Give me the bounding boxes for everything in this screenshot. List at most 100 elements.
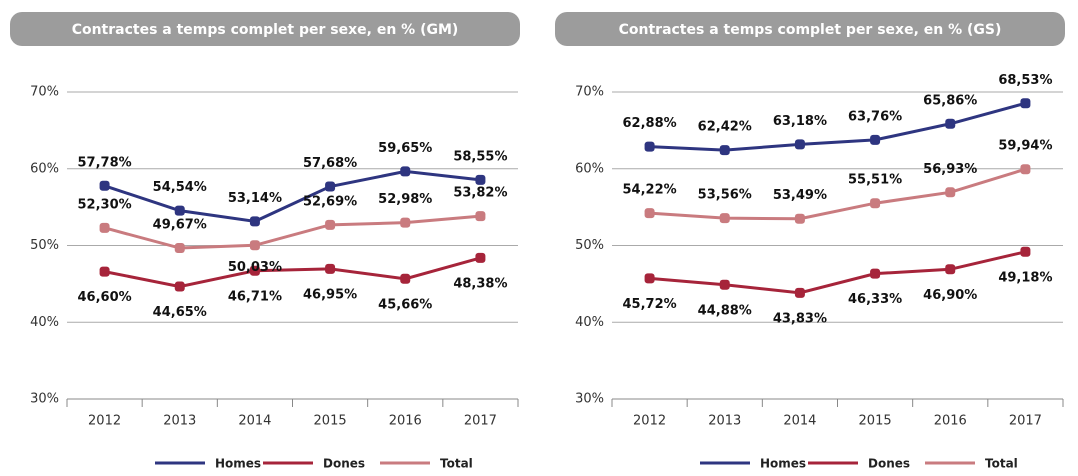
data-label: 59,94% [998, 139, 1052, 154]
data-label: 54,22% [623, 183, 677, 198]
line [104, 214, 481, 250]
legend-label: Homes [215, 457, 261, 471]
data-label: 55,51% [848, 173, 902, 188]
data-label: 62,42% [698, 120, 752, 135]
data-label: 57,78% [78, 155, 132, 170]
marker [174, 281, 185, 292]
line [649, 250, 1026, 295]
data-label: 52,98% [378, 192, 432, 207]
marker [794, 287, 805, 298]
data-label: 65,86% [923, 93, 977, 108]
data-label: 53,82% [453, 186, 507, 201]
line [649, 167, 1026, 221]
marker [475, 252, 486, 263]
marker [249, 240, 260, 251]
data-label: 45,72% [623, 297, 677, 312]
data-label: 45,66% [378, 297, 432, 312]
y-tick-label: 40% [30, 315, 59, 330]
x-tick-label: 2017 [1009, 414, 1042, 429]
data-label: 46,90% [923, 288, 977, 303]
y-tick-label: 60% [575, 161, 604, 176]
marker [475, 211, 486, 222]
marker [870, 134, 881, 145]
data-label: 56,93% [923, 162, 977, 177]
x-tick-label: 2013 [708, 414, 741, 429]
data-label: 57,68% [303, 156, 357, 171]
y-tick-label: 60% [30, 161, 59, 176]
marker [1020, 246, 1031, 257]
marker [475, 174, 486, 185]
marker [719, 213, 730, 224]
marker [1020, 98, 1031, 109]
data-label: 44,88% [698, 303, 752, 318]
data-label: 50,03% [228, 260, 282, 275]
marker [870, 198, 881, 209]
x-tick-label: 2012 [88, 414, 121, 429]
legend-label: Homes [760, 457, 806, 471]
x-tick-label: 2016 [389, 414, 422, 429]
marker [945, 264, 956, 275]
y-tick-label: 40% [575, 315, 604, 330]
data-label: 53,49% [773, 188, 827, 203]
data-label: 62,88% [623, 116, 677, 131]
marker [400, 273, 411, 284]
y-tick-label: 30% [575, 392, 604, 407]
marker [1020, 164, 1031, 175]
marker [644, 141, 655, 152]
x-tick-label: 2015 [314, 414, 347, 429]
y-tick-label: 70% [575, 85, 604, 100]
marker [794, 213, 805, 224]
marker [249, 265, 260, 276]
marker [945, 187, 956, 198]
data-label: 54,54% [153, 180, 207, 195]
legend-label: Dones [868, 457, 910, 471]
data-label: 63,18% [773, 114, 827, 129]
data-label: 46,60% [78, 290, 132, 305]
marker [174, 243, 185, 254]
x-tick-label: 2017 [464, 414, 497, 429]
line [104, 256, 481, 289]
marker [325, 181, 336, 192]
marker [945, 118, 956, 129]
marker [249, 216, 260, 227]
marker [400, 217, 411, 228]
x-tick-label: 2014 [238, 414, 271, 429]
data-label: 52,30% [78, 197, 132, 212]
marker [99, 266, 110, 277]
marker [400, 166, 411, 177]
data-label: 49,67% [153, 218, 207, 233]
data-label: 63,76% [848, 109, 902, 124]
marker [644, 273, 655, 284]
legend-label: Dones [323, 457, 365, 471]
legend-label: Total [440, 457, 473, 471]
data-label: 68,53% [998, 73, 1052, 88]
chart-title: Contractes a temps complet per sexe, en … [72, 22, 459, 38]
x-tick-label: 2016 [934, 414, 967, 429]
data-label: 48,38% [453, 276, 507, 291]
data-label: 58,55% [453, 149, 507, 164]
marker [719, 145, 730, 156]
data-label: 59,65% [378, 141, 432, 156]
x-tick-label: 2014 [783, 414, 816, 429]
y-tick-label: 50% [30, 238, 59, 253]
marker [99, 222, 110, 233]
y-tick-label: 50% [575, 238, 604, 253]
data-label: 53,56% [698, 188, 752, 203]
y-tick-label: 70% [30, 85, 59, 100]
marker [325, 263, 336, 274]
marker [794, 139, 805, 150]
marker [870, 268, 881, 279]
title-pill [555, 12, 1065, 46]
marker [174, 205, 185, 216]
data-label: 53,14% [228, 191, 282, 206]
y-tick-label: 30% [30, 392, 59, 407]
x-tick-label: 2015 [859, 414, 892, 429]
line [104, 169, 481, 223]
marker [644, 208, 655, 219]
marker [325, 219, 336, 230]
title-pill [10, 12, 520, 46]
x-tick-label: 2012 [633, 414, 666, 429]
line [649, 101, 1026, 152]
legend-label: Total [985, 457, 1018, 471]
